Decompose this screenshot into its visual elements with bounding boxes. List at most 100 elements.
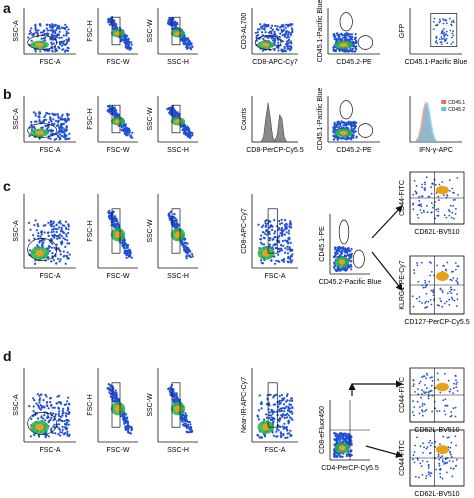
event-dot (429, 299, 432, 301)
event-dot (280, 222, 284, 225)
event-dot (286, 429, 289, 432)
event-dot (56, 113, 59, 116)
event-dot (290, 27, 294, 30)
event-dot (167, 108, 170, 111)
event-dot (332, 33, 335, 36)
event-dot (430, 186, 432, 189)
event-dot (413, 406, 416, 408)
x-axis-label: FSC-A (40, 447, 61, 454)
event-dot (452, 30, 454, 33)
event-dot (261, 262, 264, 265)
event-dot (46, 23, 49, 26)
event-dot (127, 431, 130, 434)
event-dot (274, 37, 277, 40)
event-dot (67, 223, 70, 226)
event-dot (169, 19, 172, 23)
event-dot (436, 23, 439, 26)
event-dot (435, 208, 438, 211)
panel-letter-c: c (3, 178, 11, 194)
y-axis-label: CD44-FITC (399, 377, 406, 413)
event-dot (455, 280, 458, 282)
event-dot (268, 416, 271, 420)
event-dot (186, 425, 189, 428)
event-dot (174, 22, 177, 25)
event-dot (416, 213, 419, 216)
gate-ellipse (27, 35, 58, 50)
event-dot (53, 113, 56, 116)
event-dot (260, 436, 263, 439)
event-dot (428, 280, 431, 283)
event-dot (190, 43, 193, 46)
event-dot (280, 48, 283, 51)
legend-label: CD45.1 (448, 100, 465, 106)
event-dot (59, 220, 62, 223)
event-dot (350, 35, 353, 38)
y-axis-label: SSC-A (13, 108, 20, 130)
event-dot (36, 393, 39, 396)
event-dot (345, 126, 348, 129)
event-dot (425, 300, 427, 303)
event-dot (57, 116, 60, 119)
event-dot (57, 131, 60, 134)
event-dot (438, 462, 441, 465)
event-dot (332, 127, 335, 130)
event-dot (334, 248, 337, 251)
event-dot (336, 138, 339, 141)
event-dot (430, 384, 433, 387)
event-dot (432, 289, 435, 291)
event-dot (425, 377, 427, 380)
event-dot (428, 195, 431, 198)
event-dot (291, 399, 294, 402)
event-dot (429, 274, 431, 277)
event-dot (52, 35, 55, 38)
event-dot (65, 49, 68, 52)
event-dot (34, 262, 37, 265)
density-core (174, 31, 182, 36)
event-dot (265, 229, 268, 233)
event-dot (337, 268, 340, 271)
event-dot (437, 195, 440, 198)
event-dot (274, 243, 277, 246)
event-dot (449, 388, 452, 391)
event-dot (176, 224, 179, 228)
event-dot (67, 434, 70, 438)
event-dot (183, 419, 186, 422)
event-dot (413, 180, 416, 182)
plot-area (97, 96, 138, 143)
event-dot (434, 217, 437, 220)
event-dot (290, 261, 293, 264)
event-dot (36, 33, 39, 36)
event-dot (189, 134, 192, 137)
event-dot (282, 244, 285, 247)
event-dot (429, 451, 432, 454)
event-dot (435, 37, 438, 40)
event-dot (430, 202, 433, 204)
event-dot (291, 29, 294, 32)
event-dot (126, 129, 129, 132)
event-dot (413, 414, 415, 417)
y-axis-label: Counts (241, 107, 248, 130)
event-dot (446, 42, 449, 45)
event-dot (413, 272, 416, 274)
event-dot (54, 432, 57, 435)
event-dot (67, 228, 70, 231)
plot-a-6: CD45.1-Pacific Blue GFP (398, 8, 467, 66)
event-dot (450, 296, 453, 299)
event-dot (353, 124, 356, 128)
event-dot (350, 33, 354, 36)
histogram-area (252, 102, 298, 143)
event-dot (259, 23, 262, 26)
event-dot (48, 245, 51, 248)
event-dot (49, 117, 52, 120)
event-dot (350, 252, 353, 255)
plot-svg: SSC-H SSC-W (147, 96, 198, 154)
event-dot (283, 410, 286, 413)
event-dot (64, 414, 68, 417)
x-axis-label: CD8-APC-Cy7 (252, 59, 298, 66)
event-dot (335, 136, 338, 139)
event-dot (54, 30, 57, 33)
plot-area (97, 8, 138, 55)
event-dot (270, 27, 273, 30)
event-dot (109, 216, 112, 219)
plot-b-1: FSC-A SSC-A (12, 96, 78, 154)
